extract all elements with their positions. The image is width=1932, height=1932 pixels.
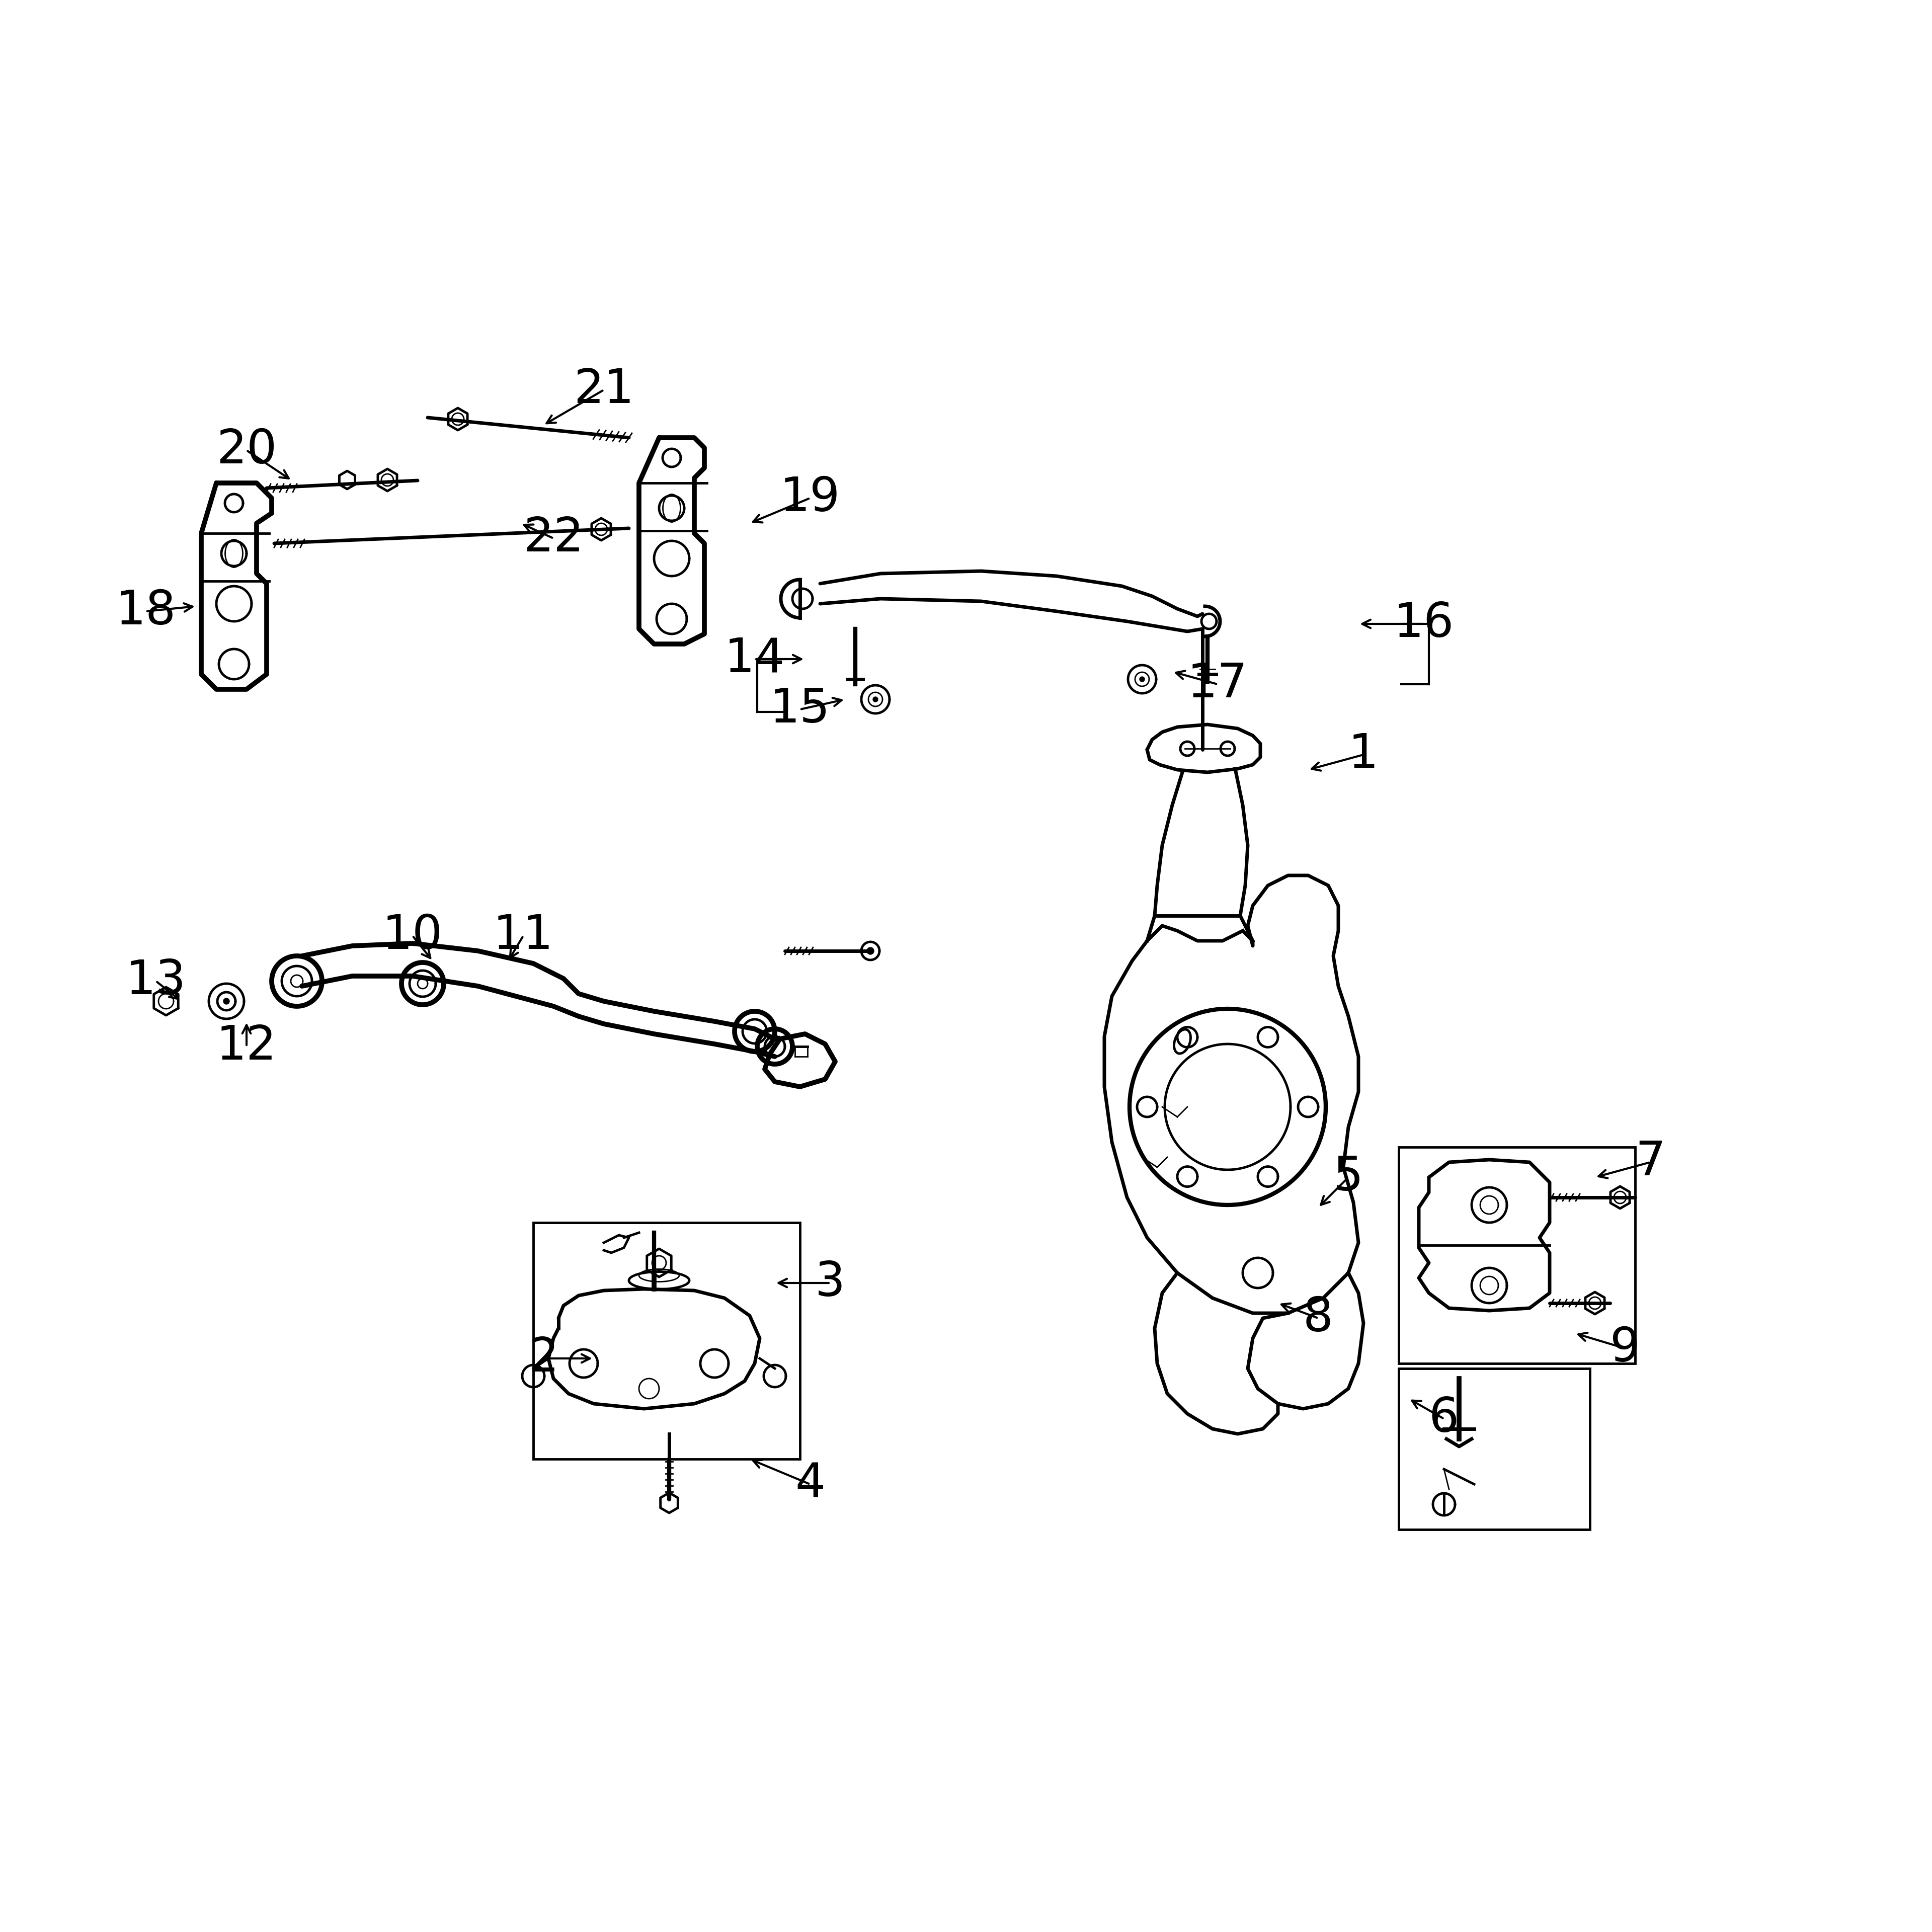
Circle shape xyxy=(867,947,873,954)
Circle shape xyxy=(224,999,230,1005)
Bar xyxy=(1399,1368,1590,1530)
Text: 8: 8 xyxy=(1302,1294,1333,1341)
Bar xyxy=(1399,1148,1634,1364)
Text: 6: 6 xyxy=(1430,1395,1459,1441)
Text: 2: 2 xyxy=(527,1335,558,1381)
Text: 4: 4 xyxy=(794,1461,825,1507)
Text: 18: 18 xyxy=(116,587,176,634)
Bar xyxy=(533,1223,800,1459)
Text: 1: 1 xyxy=(1349,732,1379,779)
Text: 21: 21 xyxy=(574,367,634,413)
Circle shape xyxy=(1140,676,1144,682)
Text: 19: 19 xyxy=(781,475,840,522)
Text: 3: 3 xyxy=(815,1260,846,1306)
Text: 22: 22 xyxy=(524,516,583,562)
Text: 16: 16 xyxy=(1393,601,1455,647)
Circle shape xyxy=(873,697,877,701)
Text: 12: 12 xyxy=(216,1024,276,1070)
Text: 10: 10 xyxy=(383,912,442,958)
Text: 20: 20 xyxy=(216,427,276,473)
Text: 5: 5 xyxy=(1333,1153,1364,1200)
Text: 17: 17 xyxy=(1188,661,1248,707)
Text: 11: 11 xyxy=(493,912,553,958)
Text: 13: 13 xyxy=(126,958,185,1005)
Text: 14: 14 xyxy=(725,636,784,682)
Text: 7: 7 xyxy=(1634,1140,1665,1186)
Text: 9: 9 xyxy=(1609,1325,1640,1372)
Text: 15: 15 xyxy=(769,686,831,732)
